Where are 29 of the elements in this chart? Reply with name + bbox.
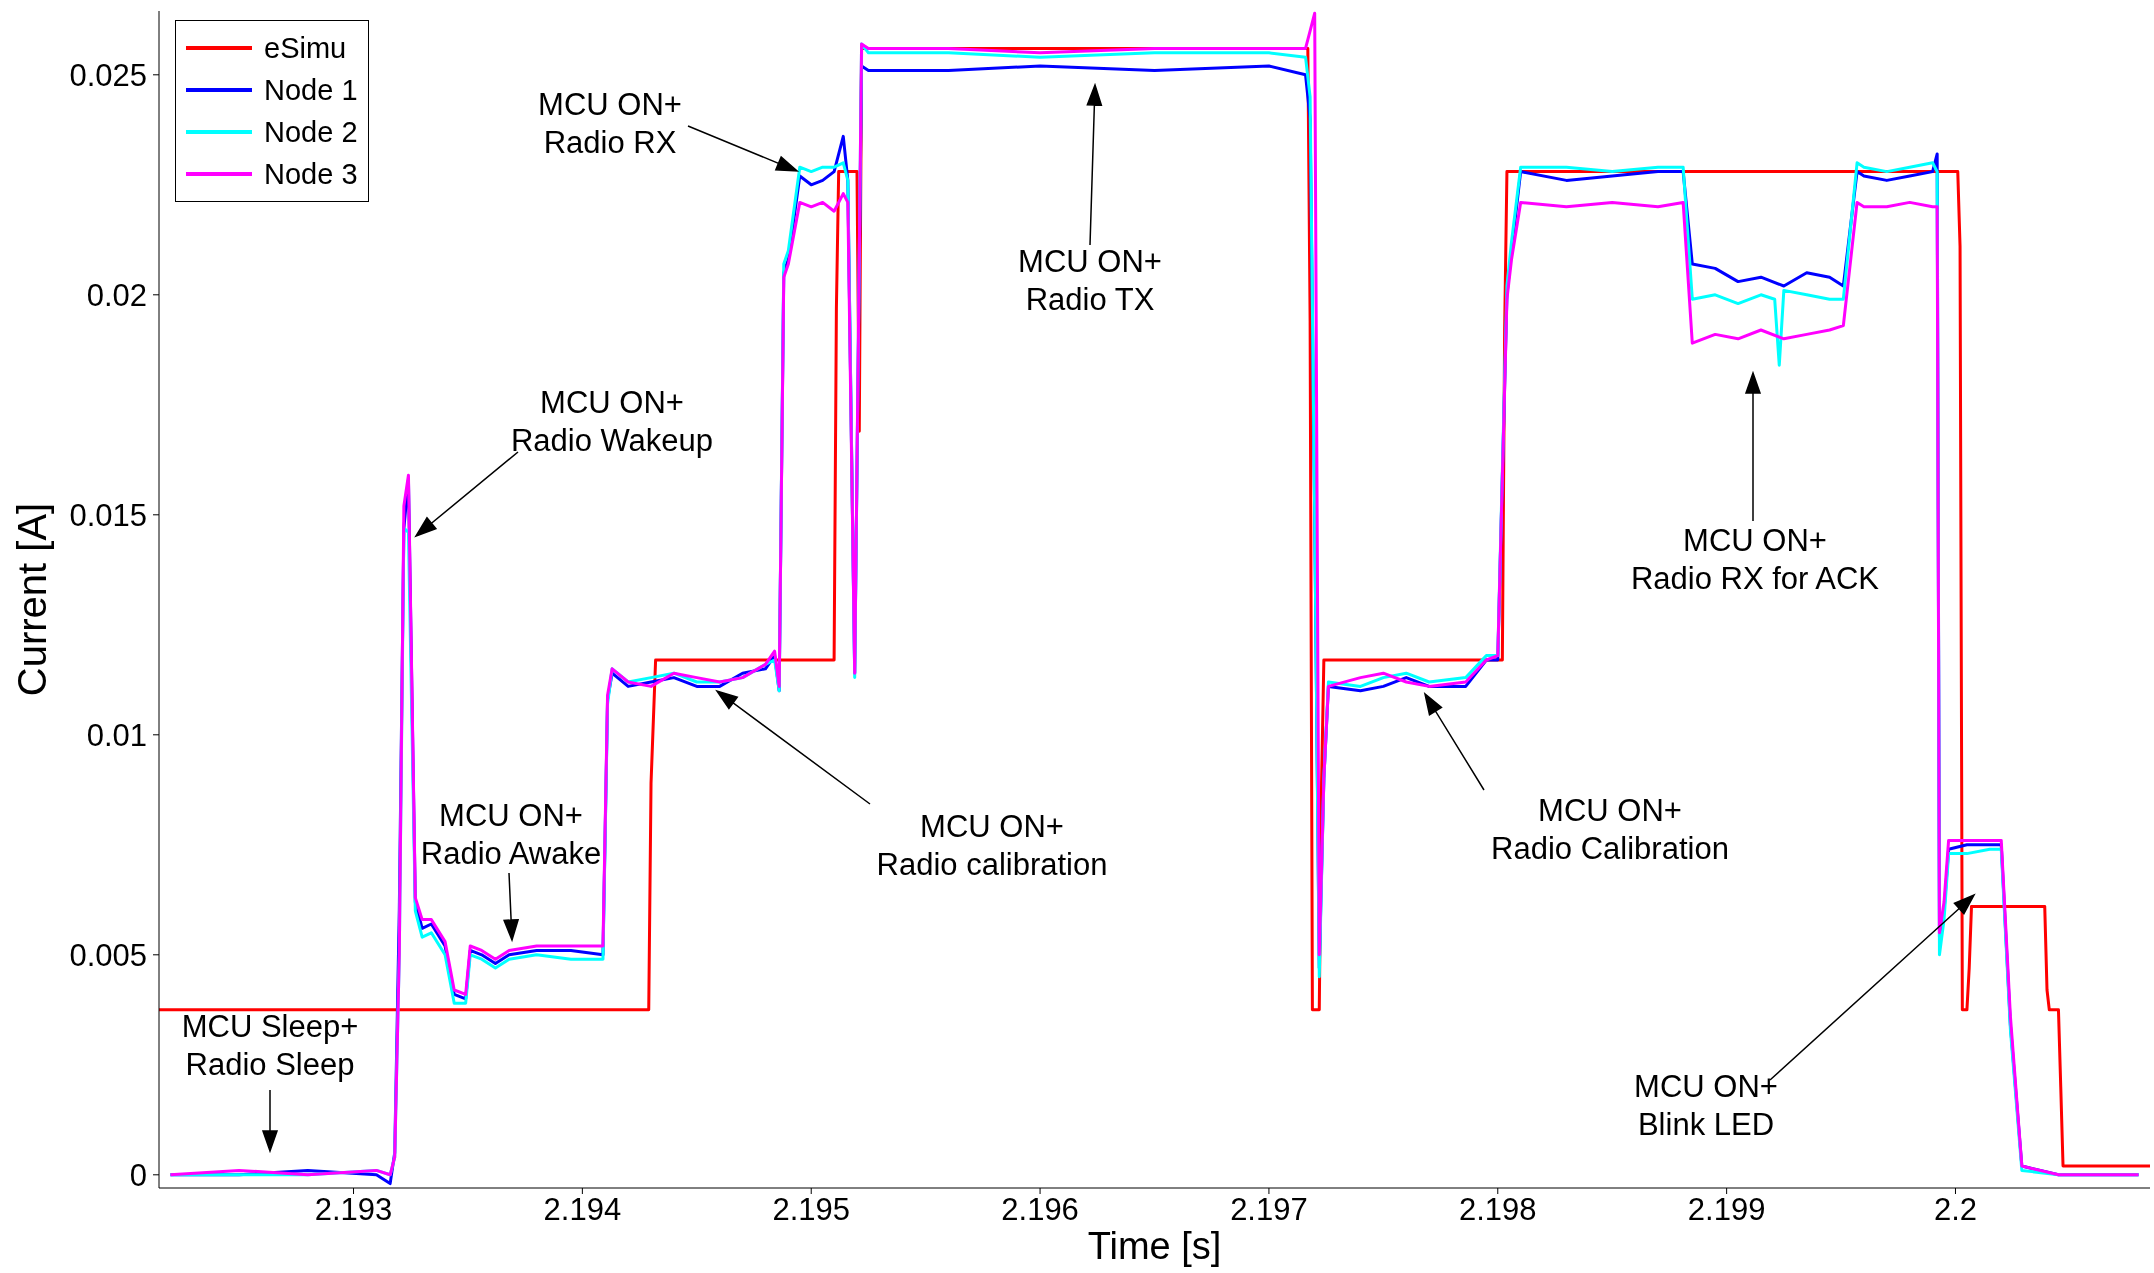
y-tick-label: 0.025 [69,57,147,93]
annotation: MCU ON+ Radio Wakeup [510,384,714,458]
annotation: MCU ON+ Radio RX [538,86,682,160]
y-tick-label: 0.02 [86,277,147,313]
legend-label: Node 3 [264,157,358,191]
x-tick-label: 2.197 [1230,1192,1308,1228]
x-axis-title: Time [s] [1087,1225,1222,1267]
y-tick-label: 0.005 [69,937,147,973]
y-tick-label: 0 [129,1157,147,1193]
annotation: MCU ON+ Blink LED [1634,1068,1778,1142]
legend-label: eSimu [264,31,347,65]
x-tick-label: 2.196 [1001,1192,1079,1228]
annotation: MCU ON+ Radio Awake [420,797,602,871]
legend-label: Node 1 [264,73,358,107]
legend-label: Node 2 [264,115,358,149]
annotation: MCU Sleep+ Radio Sleep [181,1008,359,1082]
y-tick-label: 0.015 [69,497,147,533]
annotation: MCU ON+ Radio Calibration [1491,792,1729,866]
x-tick-label: 2.193 [314,1192,393,1228]
x-tick-label: 2.199 [1687,1192,1766,1228]
annotation: MCU ON+ Radio calibration [876,808,1108,882]
y-tick-label: 0.01 [86,717,147,753]
annotation: MCU ON+ Radio RX for ACK [1630,522,1880,596]
annotation: MCU ON+ Radio TX [1018,243,1162,317]
x-tick-label: 2.2 [1933,1192,1978,1228]
x-tick-label: 2.194 [543,1192,622,1228]
y-axis-title: Current [A] [10,502,55,697]
x-tick-label: 2.198 [1458,1192,1537,1228]
x-tick-label: 2.195 [772,1192,851,1228]
